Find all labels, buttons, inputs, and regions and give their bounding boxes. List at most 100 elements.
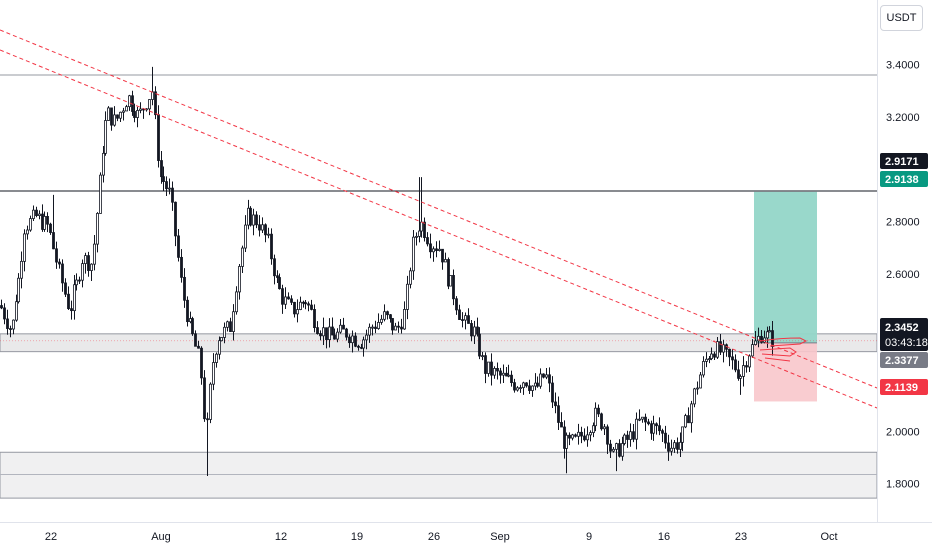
take-profit-price-tag: 2.9138 <box>885 174 919 186</box>
candle-body <box>536 382 539 387</box>
candle-body <box>168 187 171 190</box>
candle-body <box>693 388 696 405</box>
candle-body <box>209 383 212 420</box>
candle-body <box>661 430 664 434</box>
candle-body <box>519 387 522 390</box>
candle-body <box>571 434 574 439</box>
candle-body <box>165 181 168 190</box>
candle-body <box>525 382 528 387</box>
candle-body <box>647 421 650 425</box>
countdown-tag: 03:43:18 <box>885 337 928 349</box>
candle-body <box>441 248 444 263</box>
candle-body <box>162 176 165 182</box>
candle-body <box>148 99 151 110</box>
projection-arrow-3 <box>764 357 791 362</box>
candle-body <box>612 448 615 452</box>
candle-body <box>664 432 667 444</box>
y-tick-label: 3.4000 <box>886 60 920 72</box>
projection-arrow-1 <box>759 337 808 347</box>
candle-body <box>679 441 682 450</box>
stop-loss-zone <box>754 342 817 402</box>
candle-body <box>745 365 748 368</box>
candle-body <box>32 209 35 219</box>
x-tick-label: Oct <box>820 531 837 543</box>
candle-body <box>464 315 467 321</box>
candle-body <box>505 372 508 377</box>
candle-body <box>391 318 394 331</box>
currency-label: USDT <box>886 12 917 24</box>
stop-loss-price-tag-box <box>880 379 928 395</box>
lower-support-zone <box>0 451 878 499</box>
candle-body <box>261 224 264 231</box>
candle-body <box>186 299 189 323</box>
candle-body <box>336 331 339 340</box>
candle-body <box>476 326 479 335</box>
candle-body <box>244 224 247 249</box>
candle-body <box>757 335 760 342</box>
candle-body <box>252 214 255 226</box>
candle-body <box>96 213 99 245</box>
projection-arrow-2 <box>759 347 797 357</box>
candle-body <box>722 344 725 353</box>
last-price-tag: 2.3452 <box>885 322 919 334</box>
candle-body <box>374 326 377 329</box>
candle-body <box>539 373 542 387</box>
candle-body <box>409 270 412 285</box>
candle-body <box>754 340 757 345</box>
candle-body <box>502 372 505 376</box>
candle-body <box>331 326 334 336</box>
x-tick-label: Aug <box>151 531 171 543</box>
candle-body <box>545 374 548 378</box>
candle-body <box>621 443 624 457</box>
candle-body <box>354 335 357 347</box>
candle-body <box>380 318 383 323</box>
candle-body <box>339 324 342 333</box>
candle-body <box>203 377 206 420</box>
candle-body <box>658 425 661 432</box>
candle-body <box>467 315 470 324</box>
candle-body <box>316 327 319 334</box>
candle-body <box>522 382 525 389</box>
candle-body <box>171 187 174 203</box>
candle-body <box>449 275 452 287</box>
candle-body <box>220 337 223 342</box>
candle-body <box>160 160 163 178</box>
candle-body <box>157 114 160 161</box>
candle-body <box>107 107 110 121</box>
candle-body <box>23 233 26 262</box>
candle-body <box>345 328 348 338</box>
candle-body <box>29 218 32 231</box>
candle-body <box>78 279 81 282</box>
candle-body <box>705 358 708 362</box>
currency-selector[interactable]: USDT <box>880 5 923 31</box>
candle-body <box>328 326 331 340</box>
candle-body <box>264 224 267 236</box>
candle-body <box>304 302 307 305</box>
candle-body <box>577 431 580 437</box>
candle-body <box>84 255 87 265</box>
x-tick-label: 16 <box>658 531 670 543</box>
candle-body <box>386 311 389 316</box>
candle-body <box>102 152 105 176</box>
candle-body <box>351 335 354 344</box>
candle-body <box>194 333 197 347</box>
y-tick-label: 2.8000 <box>886 217 920 229</box>
candle-body <box>255 214 258 226</box>
candle-body <box>478 333 481 357</box>
lower-trendline <box>0 49 878 409</box>
candle-body <box>438 248 441 251</box>
candle-body <box>742 365 745 377</box>
candle-body <box>586 434 589 441</box>
candle-body <box>357 345 360 348</box>
candle-body <box>719 341 722 353</box>
candle-body <box>299 301 302 310</box>
candle-body <box>432 248 435 253</box>
candle-body <box>276 275 279 278</box>
candle-body <box>568 434 571 439</box>
y-tick-label: 2.6000 <box>886 269 920 281</box>
x-tick-label: 26 <box>428 531 440 543</box>
candle-body <box>713 353 716 358</box>
candle-body <box>177 235 180 258</box>
candle-body <box>435 248 438 251</box>
